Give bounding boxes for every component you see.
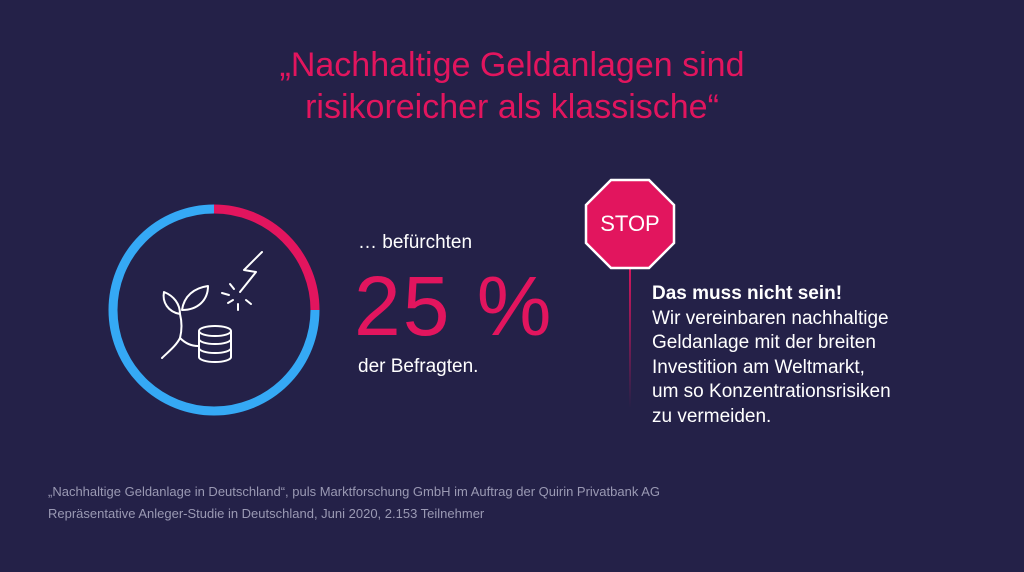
stat-percentage: 25 %	[354, 259, 554, 353]
message-block: Das muss nicht sein! Wir vereinbaren nac…	[652, 282, 891, 429]
stat-prefix: … befürchten	[358, 232, 473, 253]
message-line: zu vermeiden.	[652, 405, 772, 427]
coin-stack-icon	[198, 325, 232, 363]
message-line: Investition am Weltmarkt,	[652, 356, 865, 378]
message-line: um so Konzentrationsrisiken	[652, 381, 891, 402]
message-headline: Das muss nicht sein!	[652, 283, 843, 304]
headline-line-1: „Nachhaltige Geldanlagen sind	[279, 46, 745, 84]
plant-icon	[161, 285, 209, 359]
stop-sign-icon: STOP	[584, 178, 676, 408]
stop-sign-octagon	[584, 178, 676, 270]
message-line: Wir vereinbaren nachhaltige	[652, 307, 889, 329]
donut-chart	[108, 204, 320, 416]
donut-slices	[108, 204, 320, 416]
donut-slice-2	[108, 204, 320, 416]
stop-sign-label: STOP	[600, 211, 660, 236]
donut-slice-1	[213, 204, 320, 311]
headline-quote: „Nachhaltige Geldanlagen sind risikoreic…	[0, 44, 1024, 128]
source-line-1: „Nachhaltige Geldanlage in Deutschland“,…	[48, 484, 661, 499]
source-note: „Nachhaltige Geldanlage in Deutschland“,…	[48, 481, 660, 525]
stat-suffix: der Befragten.	[358, 356, 479, 377]
stop-sign-pole	[629, 258, 631, 408]
lightning-icon	[221, 251, 263, 311]
headline-line-2: risikoreicher als klassische“	[305, 88, 719, 126]
message-line: Geldanlage mit der breiten	[652, 332, 876, 353]
source-line-2: Repräsentative Anleger-Studie in Deutsch…	[48, 506, 485, 521]
